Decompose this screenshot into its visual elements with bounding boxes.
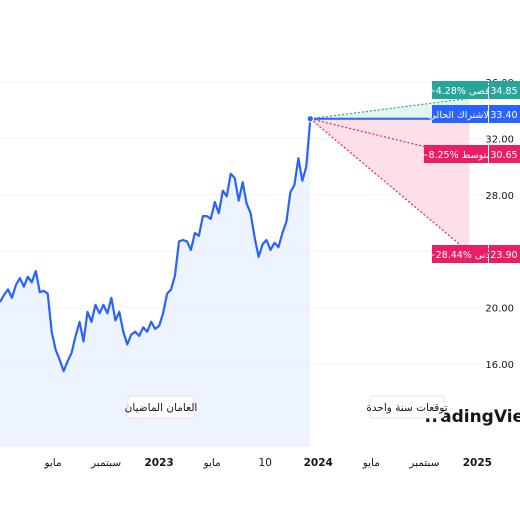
high-tag: +4.28% أقصى 34.85 bbox=[428, 81, 520, 99]
low-value-bg bbox=[489, 245, 520, 263]
tradingview-logo: TradingView bbox=[422, 407, 520, 427]
y-tick-label: 20.00 bbox=[485, 304, 514, 315]
forecast-period-label: توقعات سنة واحدة bbox=[366, 402, 447, 414]
price-area bbox=[0, 118, 311, 448]
x-tick-label: 2024 bbox=[304, 457, 333, 469]
x-tick-label: مايو bbox=[362, 457, 380, 469]
price-line bbox=[0, 118, 312, 373]
average-value-bg bbox=[489, 145, 520, 163]
current-value-bg bbox=[489, 105, 520, 123]
average-tag: −8.25% متوسط 30.65 bbox=[420, 145, 520, 163]
x-axis: مايو سبتمبر 2023 مايو 10 2024 مايو سبتمبر 2025 bbox=[43, 457, 492, 469]
forecast-low-line bbox=[309, 118, 470, 254]
tradingview-wordmark: TradingView bbox=[422, 407, 520, 427]
past-period-annotation: العامان الماضيان bbox=[125, 395, 198, 419]
forecast-period-annotation: توقعات سنة واحدة bbox=[366, 395, 448, 419]
average-value-text: 30.65 bbox=[490, 150, 517, 161]
x-tick-label: مايو bbox=[43, 457, 61, 469]
high-label-bg bbox=[432, 81, 488, 99]
x-tick-label: 2023 bbox=[145, 457, 174, 469]
low-value-text: 23.90 bbox=[490, 250, 517, 261]
current-value-text: 33.40 bbox=[490, 110, 517, 121]
high-value-text: 34.85 bbox=[490, 86, 517, 97]
forecast-high-line bbox=[310, 97, 470, 120]
past-period-label: العامان الماضيان bbox=[125, 402, 198, 414]
high-value-bg bbox=[489, 81, 520, 99]
y-tick-label: 32.00 bbox=[485, 135, 514, 146]
x-tick-label: 10 bbox=[259, 457, 272, 469]
last-price-point bbox=[306, 114, 315, 123]
y-tick-label: 28.00 bbox=[485, 191, 514, 202]
x-tick-label: سبتمبر bbox=[408, 457, 439, 469]
current-label-bg bbox=[432, 105, 488, 123]
average-label-text: −8.25% متوسط bbox=[420, 150, 491, 161]
low-tag: −28.44% أدنى 23.90 bbox=[428, 245, 520, 263]
forecast-tags: +4.28% أقصى 34.85 الاشتراك الحالي 33.40 … bbox=[420, 81, 520, 263]
average-label-bg bbox=[424, 145, 488, 163]
high-label-text: +4.28% أقصى bbox=[428, 84, 493, 97]
x-tick-label: مايو bbox=[203, 457, 221, 469]
x-tick-label: 2025 bbox=[463, 457, 492, 469]
low-label-text: −28.44% أدنى bbox=[428, 248, 493, 261]
y-tick-label: 16.00 bbox=[485, 360, 514, 371]
current-label-text: الاشتراك الحالي bbox=[429, 110, 492, 121]
x-tick-label: سبتمبر bbox=[90, 457, 121, 469]
low-label-bg bbox=[432, 245, 488, 263]
current-tag: الاشتراك الحالي 33.40 bbox=[429, 105, 520, 123]
